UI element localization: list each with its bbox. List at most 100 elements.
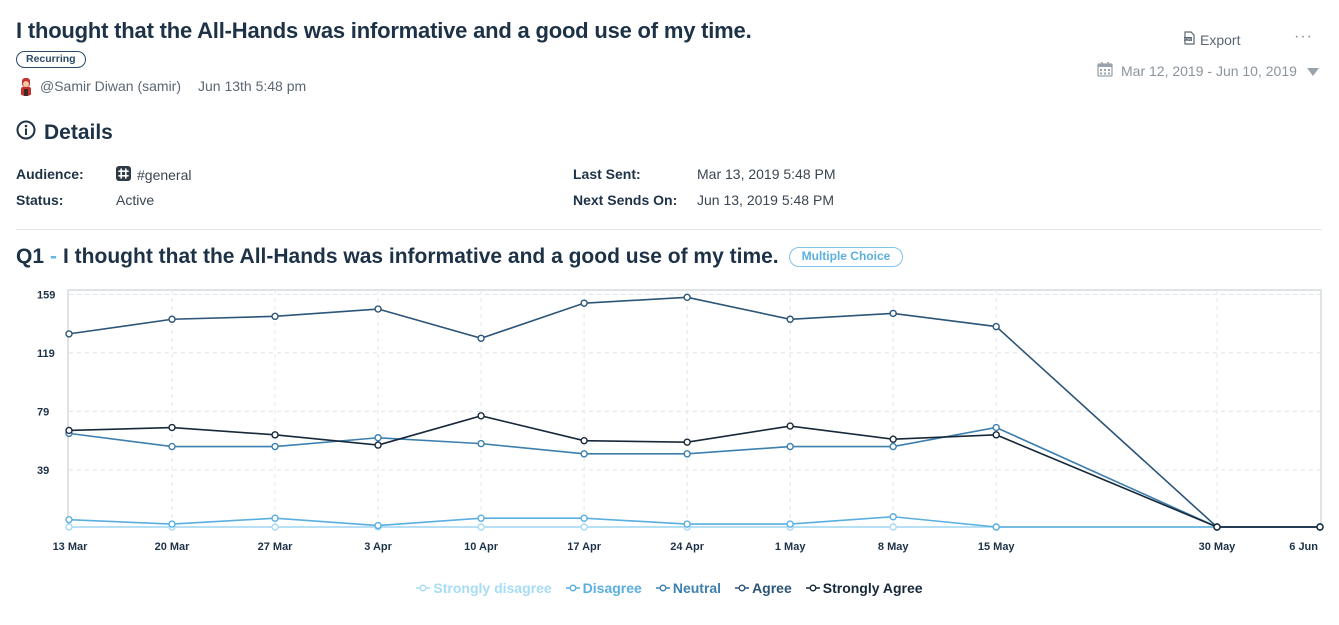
series-line [68, 426, 1320, 528]
data-point [580, 514, 588, 522]
chart-legend: Strongly disagree Disagree Neutral Agree Str… [0, 580, 1339, 596]
x-tick-label: 13 Mar [53, 541, 89, 553]
avatar[interactable] [16, 76, 36, 96]
audience-channel: #general [137, 167, 192, 183]
last-sent-value: Mar 13, 2019 5:48 PM [697, 166, 836, 182]
legend-marker-icon [805, 584, 820, 592]
x-tick-label: 20 Mar [155, 541, 191, 553]
data-point [992, 423, 1000, 432]
sent-timestamp: Jun 13th 5:48 pm [198, 78, 307, 94]
author-name[interactable]: @Samir Diwan (samir) [40, 78, 181, 94]
data-point [168, 520, 176, 528]
question-dash: - [50, 245, 58, 268]
recurring-badge: Recurring [16, 51, 86, 68]
y-tick-label: 79 [37, 406, 49, 418]
date-range-value: Mar 12, 2019 - Jun 10, 2019 [1121, 62, 1297, 79]
calendar-icon [1097, 61, 1113, 80]
slack-channel-icon [116, 166, 131, 184]
legend-label: Strongly Agree [822, 580, 923, 596]
legend-label: Disagree [582, 580, 642, 596]
data-point [889, 309, 897, 318]
page-title: I thought that the All-Hands was informa… [16, 18, 752, 43]
response-trend-chart: 39 79 119 159 13 Mar 20 Mar 27 Mar 3 Apr 10 Apr 1… [37, 289, 1324, 553]
data-point [992, 322, 1000, 331]
last-sent-label: Last Sent: [573, 166, 641, 182]
more-options-button[interactable]: ··· [1294, 28, 1313, 45]
status-value: Active [116, 192, 155, 208]
data-point [65, 330, 73, 338]
details-heading: Details [16, 120, 113, 146]
data-point [786, 422, 794, 430]
survey-meta: @Samir Diwan (samir) Jun 13th 5:48 pm [16, 76, 306, 96]
legend-item-strongly-disagree[interactable]: Strongly disagree [416, 580, 552, 596]
date-range-picker[interactable]: Mar 12, 2019 - Jun 10, 2019 [1097, 61, 1319, 80]
section-divider [16, 229, 1322, 230]
x-tick-label: 24 Apr [670, 541, 705, 553]
y-tick-label: 39 [37, 465, 49, 477]
data-point [271, 442, 279, 451]
data-point [477, 334, 485, 342]
question-heading: Q1 - I thought that the All-Hands was in… [16, 245, 904, 269]
data-point [683, 450, 691, 458]
data-point [271, 312, 279, 321]
data-point [271, 514, 279, 522]
y-tick-label: 159 [37, 289, 55, 301]
data-point [477, 412, 485, 420]
data-point [1213, 523, 1221, 531]
legend-item-neutral[interactable]: Neutral [655, 580, 722, 596]
chevron-down-icon [1306, 63, 1319, 79]
legend-item-disagree[interactable]: Disagree [565, 580, 642, 596]
export-label: Export [1200, 31, 1241, 48]
data-point [168, 442, 176, 451]
legend-marker-icon [416, 584, 431, 592]
data-point [889, 513, 897, 521]
question-type-badge: Multiple Choice [788, 247, 904, 267]
legend-marker-icon [655, 584, 670, 592]
y-tick-label: 119 [37, 348, 55, 360]
x-tick-label: 6 Jun [1289, 541, 1318, 553]
next-sends-label: Next Sends On: [573, 192, 678, 208]
info-icon [16, 120, 44, 146]
x-tick-label: 27 Mar [258, 541, 294, 553]
x-tick-label: 15 May [978, 541, 1016, 553]
x-tick-label: 30 May [1199, 541, 1237, 553]
data-point [374, 305, 382, 313]
legend-label: Neutral [672, 580, 722, 596]
data-point [168, 423, 176, 432]
data-point [889, 442, 897, 451]
export-button[interactable]: CSV Export [1182, 31, 1240, 48]
legend-item-agree[interactable]: Agree [735, 580, 792, 596]
x-tick-label: 17 Apr [567, 541, 602, 553]
data-point [786, 520, 794, 528]
data-point [65, 523, 73, 531]
data-point [477, 514, 485, 522]
series-line [68, 296, 1320, 528]
data-point [786, 315, 794, 323]
legend-item-strongly-agree[interactable]: Strongly Agree [805, 580, 923, 596]
data-point [992, 431, 1000, 439]
data-point [683, 293, 691, 302]
data-point [271, 431, 279, 439]
data-point [168, 315, 176, 323]
data-point [65, 515, 73, 524]
data-point [786, 442, 794, 451]
question-text: I thought that the All-Hands was informa… [63, 245, 779, 268]
legend-label: Strongly disagree [433, 580, 552, 596]
x-tick-label: 3 Apr [364, 541, 392, 553]
data-point [271, 523, 279, 531]
data-point [1316, 523, 1324, 531]
data-point [683, 438, 691, 446]
data-point [65, 426, 73, 435]
data-point [477, 523, 485, 531]
audience-label: Audience: [16, 166, 84, 182]
x-tick-label: 10 Apr [464, 541, 499, 553]
question-number: Q1 [16, 245, 45, 268]
data-point [374, 434, 382, 442]
next-sends-value: Jun 13, 2019 5:48 PM [697, 192, 834, 208]
legend-label: Agree [752, 580, 792, 596]
status-label: Status: [16, 192, 64, 208]
series-strongly-agree [65, 412, 1324, 531]
legend-marker-icon [565, 584, 580, 592]
series-agree [65, 293, 1324, 531]
audience-value[interactable]: #general [116, 166, 192, 184]
